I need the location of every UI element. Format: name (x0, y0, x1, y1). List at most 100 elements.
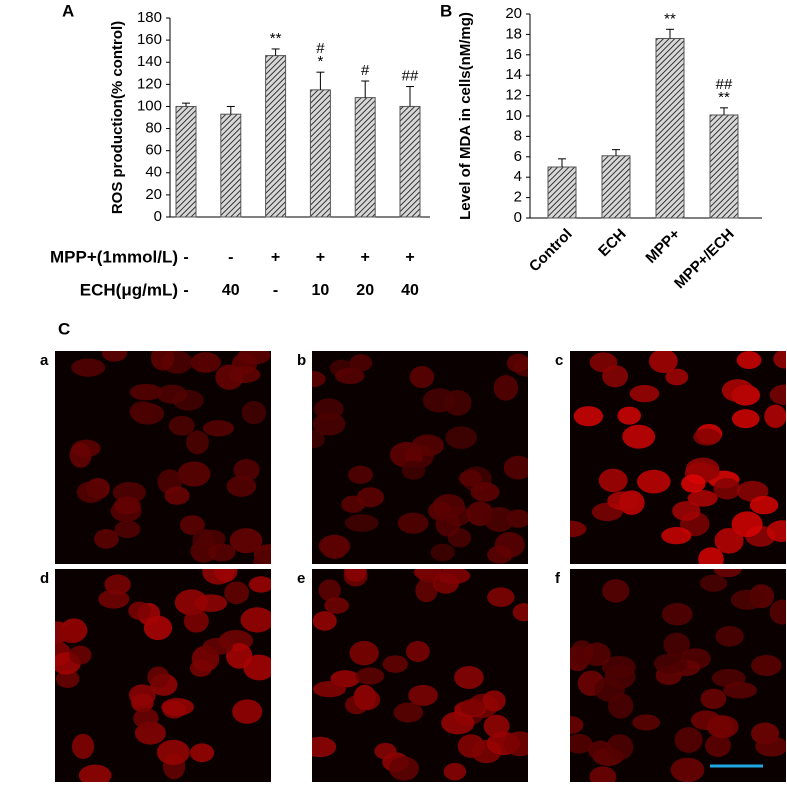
cell (588, 740, 613, 761)
cell (228, 366, 261, 384)
cell (393, 702, 423, 723)
cell (102, 351, 127, 362)
cell (401, 460, 426, 480)
cell (58, 624, 86, 644)
cell (512, 603, 528, 622)
y-tick-label: 180 (137, 9, 162, 26)
cell (183, 609, 209, 633)
significance-mark: # (361, 62, 370, 79)
cell (409, 366, 435, 389)
condition-value: 10 (312, 282, 330, 299)
cell (713, 478, 741, 500)
cell (755, 736, 786, 757)
cell (312, 370, 326, 388)
y-tick-label: 120 (137, 75, 162, 92)
micrograph (570, 351, 786, 564)
condition-value: 40 (222, 282, 240, 299)
cell (114, 520, 141, 539)
cell (672, 501, 701, 521)
significance-mark: ** (718, 89, 730, 106)
cell (606, 734, 634, 761)
bar (547, 166, 577, 219)
cell (94, 529, 119, 549)
cell (382, 655, 408, 673)
cell (229, 528, 263, 554)
cells (312, 353, 528, 564)
cell (430, 543, 455, 562)
y-tick-label: 12 (505, 87, 522, 104)
significance-mark: * (317, 53, 323, 70)
significance-mark: # (316, 40, 325, 57)
x-tick-label: MPP+ (642, 225, 683, 266)
cell (637, 469, 671, 494)
bar (709, 114, 739, 219)
y-tick-label: 20 (505, 5, 522, 22)
y-tick-label: 20 (145, 186, 162, 203)
image-label: a (40, 352, 49, 369)
bar (399, 105, 421, 218)
cell (649, 351, 678, 373)
condition-value: + (271, 249, 280, 266)
cell (69, 645, 92, 665)
cell (411, 434, 444, 457)
micrograph (570, 569, 786, 782)
bar (175, 105, 197, 218)
cell (344, 514, 379, 532)
cell (374, 742, 397, 760)
panel-label: A (62, 1, 74, 20)
cell (198, 529, 226, 549)
cell (232, 699, 263, 724)
cell (769, 384, 786, 405)
significance-mark: ## (402, 68, 419, 85)
panel-label: C (58, 319, 70, 338)
cell (156, 384, 188, 404)
cell (422, 388, 456, 413)
cell (713, 569, 742, 578)
cells (55, 569, 271, 782)
cell (408, 684, 438, 706)
cell (661, 603, 693, 626)
cell (617, 406, 641, 425)
y-tick-label: 100 (137, 97, 162, 114)
cell (397, 512, 429, 534)
cell (693, 428, 721, 446)
cell (602, 579, 630, 603)
cell (203, 420, 235, 437)
bar (354, 97, 376, 218)
y-tick-label: 10 (505, 107, 522, 124)
cell (573, 406, 604, 427)
bar (265, 55, 287, 218)
cell (681, 474, 706, 493)
y-tick-label: 60 (145, 142, 162, 159)
cell (751, 655, 782, 676)
cell (582, 642, 611, 667)
cell (405, 640, 430, 662)
cell (355, 667, 385, 685)
cell (128, 601, 151, 620)
micrograph (312, 569, 528, 782)
cell (482, 690, 506, 712)
cell (661, 527, 692, 545)
cell (156, 739, 190, 765)
cell (493, 375, 519, 401)
cell (503, 731, 528, 757)
cell (458, 470, 483, 487)
cell (207, 543, 236, 562)
y-tick-label: 6 (514, 148, 522, 165)
cell (731, 409, 760, 429)
cell (179, 515, 205, 535)
cell (435, 511, 461, 537)
cells (570, 569, 786, 782)
condition-value: 20 (356, 282, 374, 299)
image-label: d (40, 570, 49, 587)
cell (186, 430, 209, 455)
cell (487, 545, 513, 564)
cell (598, 468, 628, 493)
y-tick-label: 14 (505, 66, 522, 83)
cell (55, 669, 80, 688)
condition-value: + (361, 249, 370, 266)
y-tick-label: 0 (514, 209, 522, 226)
image-label: b (297, 352, 306, 369)
cell (241, 400, 267, 425)
cell (324, 597, 350, 614)
